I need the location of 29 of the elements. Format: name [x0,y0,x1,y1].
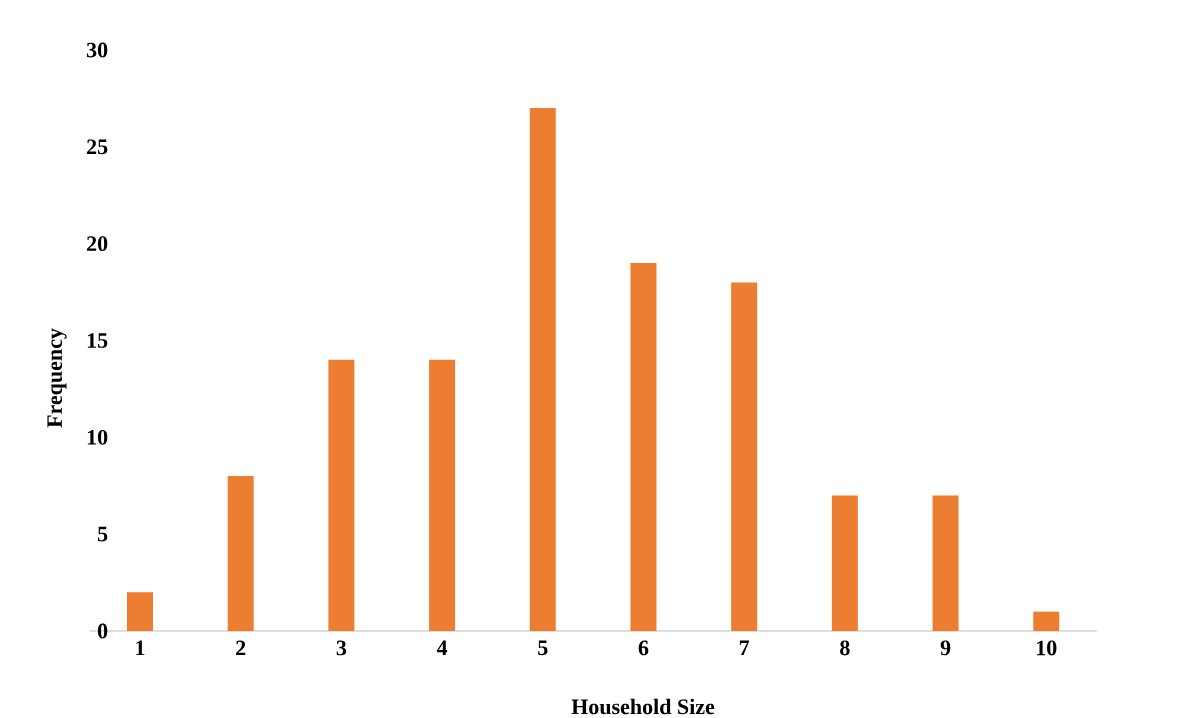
x-axis-title: Household Size [571,698,715,715]
x-tick-label: 3 [336,640,347,656]
x-tick-label: 9 [940,640,951,656]
y-tick-label: 0 [97,623,108,639]
bar [127,592,153,631]
bar [1033,611,1060,631]
x-tick-label: 6 [638,640,649,656]
y-tick-label: 30 [86,42,108,58]
x-tick-label: 5 [538,640,548,656]
bar [731,282,758,631]
bar [932,495,959,631]
bar [831,495,858,631]
bar [529,108,556,631]
bar [227,476,254,631]
x-tick-label: 1 [136,640,145,656]
x-tick-label: 4 [436,640,448,656]
bar [630,263,657,631]
x-tick-label: 7 [739,640,750,655]
x-tick-label: 2 [236,640,246,656]
y-tick-label: 25 [87,139,108,155]
y-axis-title: Frequency [47,328,67,428]
y-tick-label: 10 [87,429,108,445]
y-tick-label: 20 [87,236,108,252]
y-tick-label: 5 [98,526,108,542]
bar [328,359,355,631]
x-tick-label: 8 [840,640,850,656]
y-tick-label: 15 [87,333,108,348]
x-tick-label: 10 [1037,640,1057,656]
bar [429,359,456,631]
